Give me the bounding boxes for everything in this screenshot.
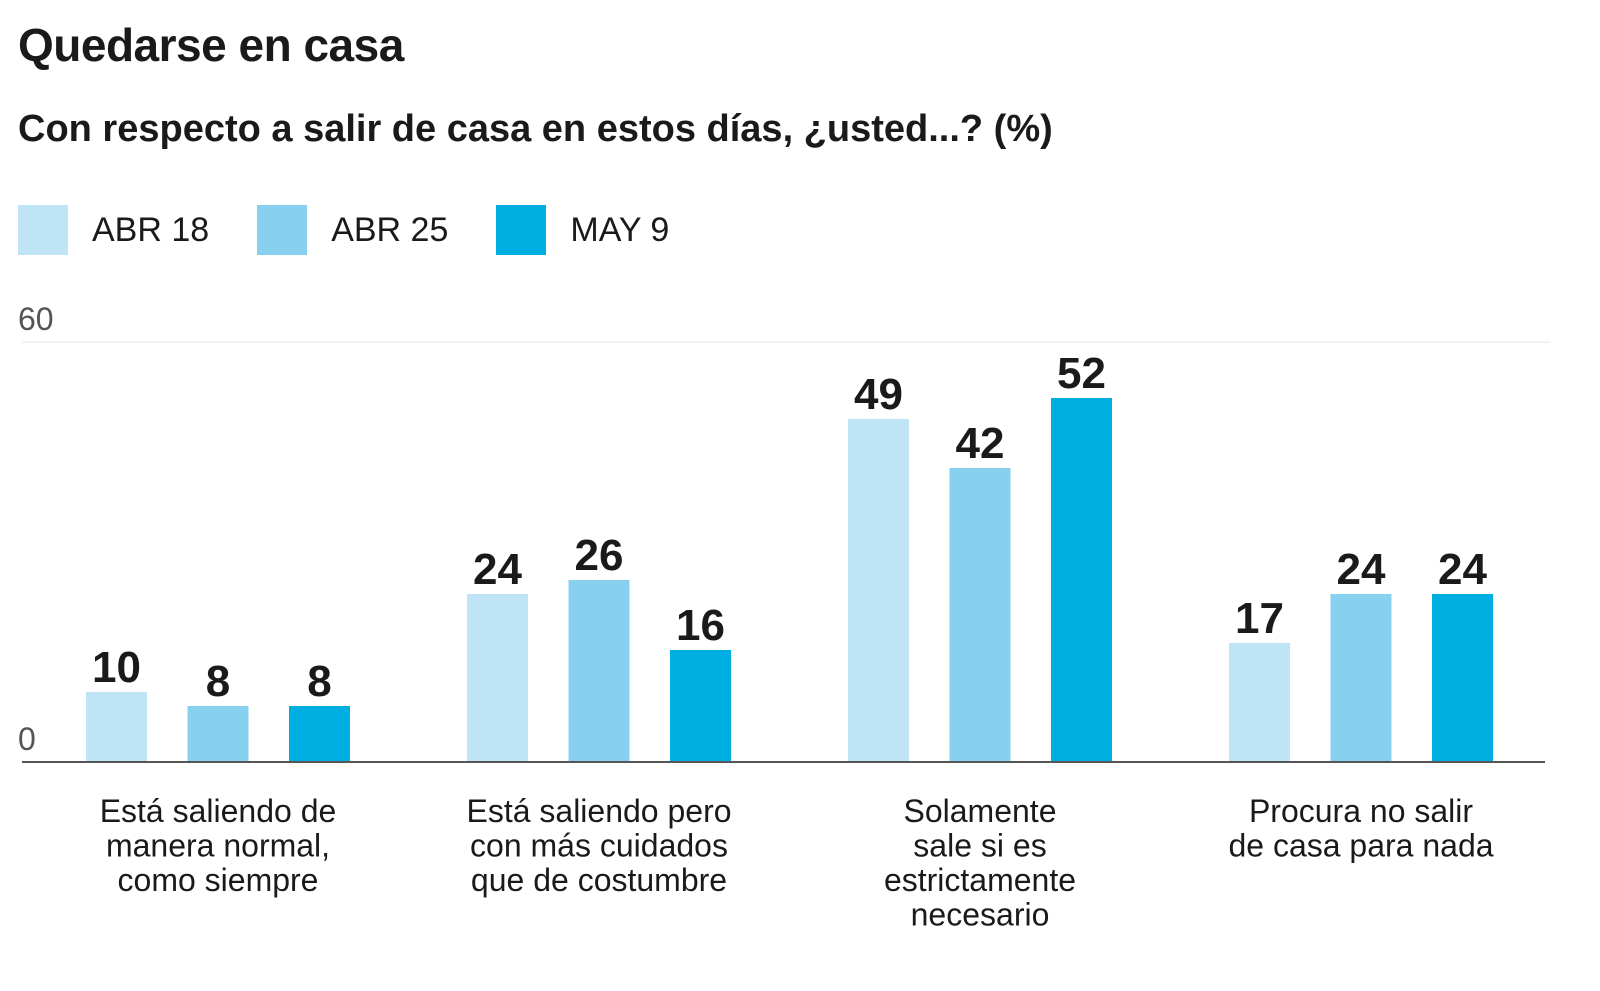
bar-abr-18-3 [848, 419, 909, 762]
chart-title: Quedarse en casa [18, 19, 404, 71]
legend-label-may-9: MAY 9 [570, 210, 670, 249]
data-label: 8 [307, 657, 331, 706]
x-category-label-line: con más cuidados [470, 828, 728, 864]
bar-abr-25-4 [1330, 594, 1392, 762]
data-label: 24 [473, 545, 522, 594]
legend-item-may-9: MAY 9 [496, 205, 669, 255]
x-category-label-line: de casa para nada [1228, 828, 1493, 864]
legend-item-abr-25: ABR 25 [257, 205, 448, 255]
x-category-label-line: Procura no salir [1249, 793, 1473, 829]
data-label: 26 [575, 531, 624, 580]
data-label: 8 [206, 657, 230, 706]
x-category-label-line: como siempre [118, 862, 319, 898]
legend-swatch-may-9 [496, 205, 547, 255]
bar-abr-25-3 [949, 468, 1011, 762]
bar-may-9-1 [289, 706, 350, 762]
data-label: 16 [676, 601, 725, 650]
legend-label-abr-18: ABR 18 [92, 210, 210, 249]
x-category-label-line: necesario [911, 897, 1050, 933]
bar-abr-25-2 [568, 580, 630, 762]
x-category-label-line: sale si es [913, 828, 1046, 864]
legend: ABR 18 ABR 25 MAY 9 [18, 205, 717, 255]
x-category-label: Procura no salir de casa para nada [1228, 793, 1493, 864]
data-label: 24 [1438, 545, 1487, 594]
x-category-label: Está saliendo pero con más cuidados que de… [466, 793, 731, 898]
x-category-label: Está saliendo de manera normal, como siemp… [100, 793, 337, 898]
data-label: 17 [1235, 594, 1284, 643]
data-label: 10 [92, 643, 141, 692]
bar-abr-18-2 [467, 594, 528, 762]
x-category-label-line: que de costumbre [471, 862, 727, 898]
data-label: 52 [1057, 349, 1106, 398]
x-category-label-line: Está saliendo pero [466, 793, 731, 829]
x-category-label: Solamente sale si es estrictamente necesari… [884, 793, 1076, 933]
x-category-label-line: estrictamente [884, 862, 1076, 898]
y-tick-label: 60 [18, 301, 54, 337]
bar-may-9-3 [1051, 398, 1112, 762]
bar-abr-25-1 [187, 706, 249, 762]
bar-abr-18-1 [86, 692, 147, 762]
data-label: 42 [956, 419, 1005, 468]
legend-swatch-abr-25 [257, 205, 308, 255]
y-tick-label: 0 [18, 721, 36, 757]
legend-swatch-abr-18 [18, 205, 68, 255]
legend-label-abr-25: ABR 25 [331, 210, 449, 249]
data-label: 49 [854, 370, 903, 419]
data-label: 24 [1337, 545, 1386, 594]
bar-may-9-2 [670, 650, 731, 762]
x-category-label-line: manera normal, [106, 828, 330, 864]
bar-may-9-4 [1432, 594, 1493, 762]
legend-item-abr-18: ABR 18 [18, 205, 209, 255]
x-category-label-line: Solamente [904, 793, 1057, 829]
bar-abr-18-4 [1229, 643, 1290, 762]
chart-subtitle: Con respecto a salir de casa en estos dí… [18, 108, 1053, 150]
x-category-label-line: Está saliendo de [100, 793, 337, 829]
